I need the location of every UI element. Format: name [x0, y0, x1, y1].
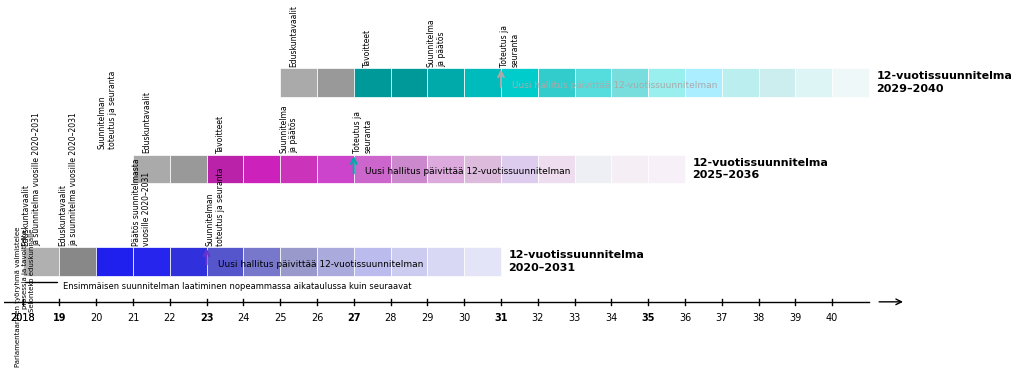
Text: Eduskuntavaalit: Eduskuntavaalit [142, 91, 151, 153]
Text: 26: 26 [311, 313, 323, 323]
Text: Uusi hallitus päivittää 12-vuotissuunnitelman: Uusi hallitus päivittää 12-vuotissuunnit… [513, 81, 717, 90]
Text: 31: 31 [494, 313, 507, 323]
Bar [759, 68, 796, 97]
Bar [464, 247, 501, 276]
Text: Tavoitteet: Tavoitteet [216, 115, 225, 153]
Bar [207, 247, 243, 276]
Text: 34: 34 [606, 313, 618, 323]
Bar [428, 247, 464, 276]
Text: 28: 28 [385, 313, 397, 323]
Bar [501, 155, 538, 183]
Text: 37: 37 [716, 313, 728, 323]
Text: Tavoitteet: Tavoitteet [363, 28, 372, 67]
Text: Toteutus ja
seuranta: Toteutus ja seuranta [500, 25, 520, 67]
Text: 39: 39 [790, 313, 801, 323]
Text: Suunnitelman
toteutus ja seuranta: Suunnitelman toteutus ja seuranta [206, 167, 225, 246]
Bar [832, 68, 869, 97]
Text: 33: 33 [569, 313, 581, 323]
Bar [354, 155, 391, 183]
Text: 20: 20 [90, 313, 102, 323]
Bar [23, 247, 59, 276]
Bar [612, 155, 649, 183]
Bar [649, 155, 685, 183]
Bar [464, 68, 501, 97]
Bar [464, 155, 501, 183]
Bar [391, 68, 428, 97]
Text: Eduskuntavaalit: Eduskuntavaalit [290, 4, 299, 67]
Bar [317, 155, 354, 183]
Text: 22: 22 [164, 313, 176, 323]
Text: 12-vuotissuunnitelma
2020–2031: 12-vuotissuunnitelma 2020–2031 [508, 250, 644, 273]
Text: 32: 32 [532, 313, 544, 323]
Bar [612, 68, 649, 97]
Bar [354, 68, 391, 97]
Bar [685, 68, 722, 97]
Bar [538, 155, 575, 183]
Text: Suunnitelman
toteutus ja seuranta: Suunnitelman toteutus ja seuranta [97, 70, 117, 149]
Bar [501, 68, 538, 97]
Text: 12-vuotissuunnitelma
2029–2040: 12-vuotissuunnitelma 2029–2040 [877, 71, 1012, 94]
Bar [133, 247, 170, 276]
Bar [649, 68, 685, 97]
Text: 29: 29 [421, 313, 434, 323]
Text: 35: 35 [641, 313, 655, 323]
Bar [207, 155, 243, 183]
Text: Uusi hallitus päivittää 12-vuotissuunnitelman: Uusi hallitus päivittää 12-vuotissuunnit… [218, 260, 422, 269]
Text: Päätös suunnitelmasta
vuosille 2020–2031: Päätös suunnitelmasta vuosille 2020–2031 [132, 158, 151, 246]
Text: 23: 23 [199, 313, 214, 323]
Text: Suunnitelma
ja päätös: Suunnitelma ja päätös [279, 105, 299, 153]
Text: 24: 24 [237, 313, 250, 323]
Text: Eduskuntavaalit
ja suunnitelma vuosille 2020–2031: Eduskuntavaalit ja suunnitelma vuosille … [21, 112, 41, 246]
Bar [538, 68, 575, 97]
Bar [575, 155, 612, 183]
Bar [170, 247, 207, 276]
Text: Eduskuntavaalit
ja suunnitelma vuosille 2020–2031: Eduskuntavaalit ja suunnitelma vuosille … [58, 112, 78, 246]
Bar [133, 155, 170, 183]
Bar [391, 247, 428, 276]
Text: Suunnitelma
ja päätös: Suunnitelma ja päätös [427, 18, 446, 67]
Bar [722, 68, 759, 97]
Text: Ensimmäisen suunnitelman laatiminen nopeammassa aikataulussa kuin seuraavat: Ensimmäisen suunnitelman laatiminen nope… [63, 282, 411, 291]
Bar [170, 155, 207, 183]
Bar [280, 247, 317, 276]
Bar [796, 68, 832, 97]
Bar [317, 247, 354, 276]
Bar [243, 247, 280, 276]
Text: 38: 38 [753, 313, 765, 323]
Text: Uusi hallitus päivittää 12-vuotissuunnitelman: Uusi hallitus päivittää 12-vuotissuunnit… [365, 167, 570, 176]
Text: 36: 36 [679, 313, 692, 323]
Bar [354, 247, 391, 276]
Bar [96, 247, 133, 276]
Bar [428, 68, 464, 97]
Text: 21: 21 [127, 313, 139, 323]
Bar [575, 68, 612, 97]
Text: 30: 30 [458, 313, 471, 323]
Text: 19: 19 [52, 313, 66, 323]
Text: 12-vuotissuunnitelma
2025–2036: 12-vuotissuunnitelma 2025–2036 [693, 158, 829, 180]
Text: 27: 27 [347, 313, 360, 323]
Text: 2018: 2018 [10, 313, 35, 323]
Bar [243, 155, 280, 183]
Text: 40: 40 [826, 313, 838, 323]
Bar [280, 155, 317, 183]
Bar [391, 155, 428, 183]
Bar [280, 68, 317, 97]
Text: 25: 25 [274, 313, 286, 323]
Text: Toteutus ja
seuranta: Toteutus ja seuranta [353, 111, 372, 153]
Text: Parlamentaarinen työryhmä valmistelee
prosessia ja tavoitteita.
Selonteko edusku: Parlamentaarinen työryhmä valmistelee pr… [15, 227, 35, 367]
Text: 2018: 2018 [10, 313, 35, 323]
Bar [428, 155, 464, 183]
Bar [317, 68, 354, 97]
Bar [59, 247, 96, 276]
